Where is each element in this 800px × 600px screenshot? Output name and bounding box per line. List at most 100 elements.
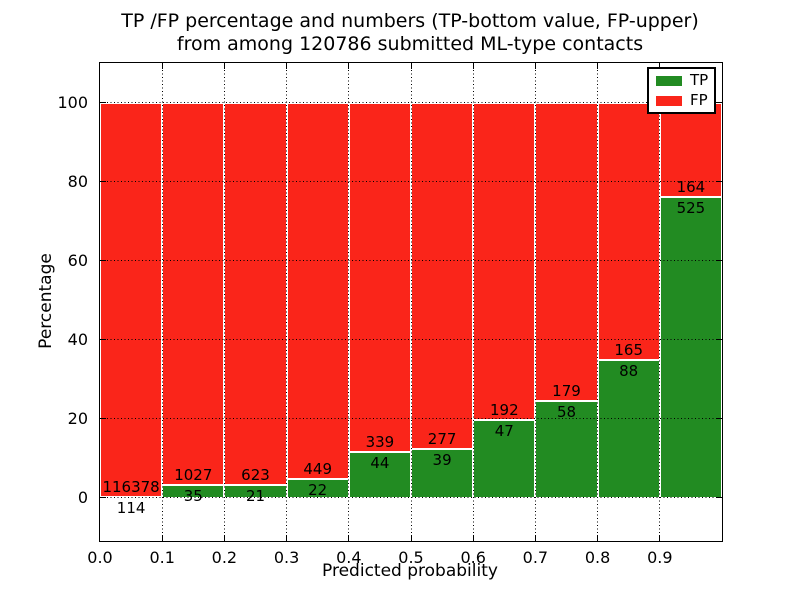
horizontal-gridline	[100, 260, 722, 262]
x-tick-bottom	[534, 535, 536, 541]
fp-count-label: 277	[427, 429, 457, 448]
fp-legend-label: FP	[690, 91, 708, 109]
y-tick-right	[716, 260, 722, 262]
x-tick-top	[286, 63, 288, 69]
fp-bar-segment	[100, 102, 163, 498]
fp-bar-segment	[473, 102, 536, 420]
x-tick-bottom	[472, 535, 474, 541]
tp-bar-segment	[348, 452, 411, 498]
tp-count-label: 47	[494, 421, 514, 440]
x-tick-label: 0.2	[211, 548, 238, 567]
tp-count-label: 88	[619, 362, 639, 381]
y-tick-left	[100, 102, 106, 103]
tp-count-label: 21	[245, 486, 266, 505]
x-tick-bottom	[223, 535, 225, 541]
y-tick-left	[100, 260, 106, 262]
x-tick-top	[410, 63, 412, 69]
y-tick-left	[100, 339, 106, 341]
vertical-gridline	[659, 63, 661, 541]
tp-bar-segment	[535, 400, 598, 498]
x-tick-bottom	[348, 535, 350, 541]
fp-count-label: 449	[303, 460, 333, 479]
fp-bar-segment	[348, 102, 411, 453]
x-tick-label: 0.0	[87, 548, 113, 567]
horizontal-gridline	[100, 102, 722, 103]
tp-bar-segment	[286, 479, 349, 498]
x-tick-top	[597, 63, 599, 69]
y-tick-right	[716, 339, 722, 341]
fp-count-label: 179	[552, 381, 581, 400]
legend-item-tp: TP	[656, 71, 709, 89]
fp-count-label: 339	[365, 433, 395, 452]
tp-count-label: 35	[183, 486, 203, 505]
tp-legend-swatch	[656, 75, 682, 86]
x-tick-bottom	[410, 535, 412, 541]
y-tick-label: 100	[57, 92, 88, 112]
fp-bar-segment	[597, 102, 660, 361]
x-tick-bottom	[286, 535, 288, 541]
vertical-gridline	[410, 63, 412, 541]
tp-count-label: 58	[556, 402, 577, 421]
x-tick-top	[348, 63, 350, 69]
x-tick-bottom	[161, 535, 163, 541]
x-tick-label: 0.3	[273, 548, 300, 567]
vertical-gridline	[534, 63, 536, 541]
x-tick-label: 0.4	[336, 548, 362, 567]
y-tick-label: 20	[67, 408, 88, 428]
fp-count-label: 623	[241, 465, 270, 484]
x-tick-top	[161, 63, 163, 69]
y-tick-label: 60	[67, 250, 88, 270]
vertical-gridline	[597, 63, 599, 541]
tp-count-label: 39	[432, 450, 452, 469]
x-tick-top	[472, 63, 474, 69]
tp-legend-label: TP	[690, 71, 709, 89]
fp-count-label: 192	[489, 400, 519, 419]
tp-count-label: 525	[676, 198, 706, 217]
horizontal-gridline	[100, 497, 722, 499]
y-tick-right	[716, 181, 722, 182]
vertical-gridline	[223, 63, 225, 541]
fp-count-label: 165	[614, 341, 644, 360]
fp-legend-swatch	[656, 95, 682, 106]
x-tick-top	[534, 63, 536, 69]
vertical-gridline	[286, 63, 288, 541]
x-tick-label: 0.1	[149, 548, 175, 567]
y-tick-right	[716, 418, 722, 420]
x-tick-bottom	[659, 535, 661, 541]
fp-bar-segment	[286, 102, 349, 480]
fp-count-label: 164	[676, 177, 706, 196]
x-tick-label: 0.6	[460, 548, 486, 567]
y-tick-label: 0	[77, 487, 88, 507]
y-tick-left	[100, 181, 106, 182]
x-tick-label: 0.5	[398, 548, 424, 567]
y-tick-label: 80	[67, 171, 88, 191]
plot-area: 0.0 0.1 0.2 0.3 0.4 0.5 0.6 0.7 0.8 0.9 0 20 40 60 80 1…	[57, 62, 723, 567]
legend: TP FP	[647, 67, 716, 114]
fp-bar-segment	[535, 102, 598, 401]
chart-title-line1: TP /FP percentage and numbers (TP-bottom…	[121, 10, 699, 32]
chart-title-line2: from among 120786 submitted ML-type cont…	[176, 33, 644, 55]
y-tick-label: 40	[67, 329, 88, 349]
x-tick-top	[223, 63, 225, 69]
chart-title: TP /FP percentage and numbers (TP-bottom…	[89, 10, 731, 56]
tp-bar-segment	[411, 448, 474, 498]
x-tick-top	[659, 63, 661, 69]
fp-bar-segment	[659, 102, 722, 197]
horizontal-gridline	[100, 418, 722, 420]
fp-count-label: 1027	[174, 465, 213, 484]
tp-bar-segment	[659, 196, 722, 498]
horizontal-gridline	[100, 339, 722, 341]
x-tick-bottom	[597, 535, 599, 541]
vertical-gridline	[472, 63, 474, 541]
vertical-gridline	[348, 63, 350, 541]
y-tick-left	[100, 497, 106, 499]
y-tick-left	[100, 418, 106, 420]
legend-item-fp: FP	[656, 91, 708, 109]
tp-bar-segment	[597, 360, 660, 498]
vertical-gridline	[161, 63, 163, 541]
x-axis-title: Predicted probability	[322, 561, 498, 581]
x-tick-label: 0.8	[584, 548, 611, 567]
tp-count-label: 44	[370, 454, 390, 473]
x-tick-label: 0.7	[522, 548, 549, 567]
